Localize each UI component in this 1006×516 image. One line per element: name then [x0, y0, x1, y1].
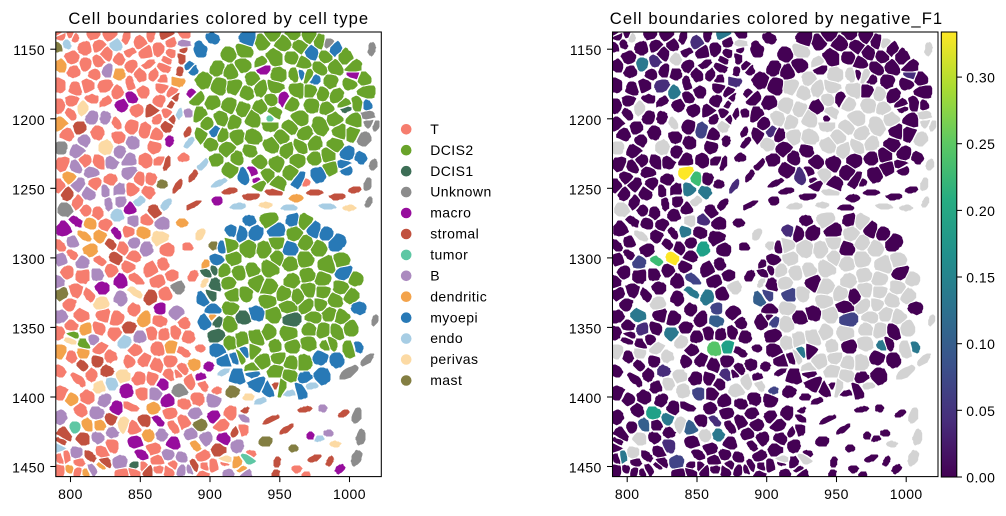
- svg-text:1350: 1350: [12, 320, 45, 336]
- svg-text:1000: 1000: [333, 486, 366, 502]
- svg-text:800: 800: [58, 486, 83, 502]
- svg-text:1250: 1250: [569, 181, 602, 197]
- svg-text:Cell boundaries colored by cel: Cell boundaries colored by cell type: [68, 9, 369, 28]
- svg-text:1150: 1150: [13, 42, 45, 58]
- svg-text:Unknown: Unknown: [430, 184, 492, 200]
- svg-text:1200: 1200: [12, 112, 45, 128]
- svg-text:DCIS2: DCIS2: [430, 142, 473, 158]
- svg-text:myoepi: myoepi: [430, 309, 478, 325]
- svg-text:950: 950: [824, 486, 849, 502]
- svg-text:0.15: 0.15: [966, 270, 995, 286]
- svg-text:endo: endo: [430, 330, 463, 346]
- svg-text:950: 950: [267, 486, 292, 502]
- svg-text:1450: 1450: [569, 460, 602, 476]
- svg-text:1250: 1250: [12, 181, 45, 197]
- svg-text:Cell boundaries colored by neg: Cell boundaries colored by negative_F1: [610, 9, 943, 28]
- svg-text:1350: 1350: [569, 320, 602, 336]
- svg-text:T: T: [430, 121, 439, 137]
- svg-text:stromal: stromal: [430, 226, 479, 242]
- svg-text:900: 900: [754, 486, 779, 502]
- svg-text:mast: mast: [430, 372, 462, 388]
- svg-text:perivas: perivas: [430, 351, 478, 367]
- svg-text:1300: 1300: [569, 251, 602, 267]
- svg-text:dendritic: dendritic: [430, 288, 487, 304]
- svg-text:0.25: 0.25: [966, 136, 995, 152]
- svg-text:1200: 1200: [569, 112, 602, 128]
- svg-text:850: 850: [128, 486, 153, 502]
- svg-text:1300: 1300: [12, 251, 45, 267]
- svg-text:0.05: 0.05: [966, 403, 995, 419]
- svg-text:1150: 1150: [570, 42, 602, 58]
- svg-text:1400: 1400: [569, 390, 602, 406]
- svg-text:B: B: [430, 267, 440, 283]
- svg-text:900: 900: [198, 486, 223, 502]
- svg-text:0.20: 0.20: [966, 203, 995, 219]
- svg-text:1400: 1400: [12, 390, 45, 406]
- svg-text:800: 800: [615, 486, 640, 502]
- svg-text:macro: macro: [430, 205, 471, 221]
- svg-text:1450: 1450: [12, 460, 45, 476]
- svg-text:850: 850: [685, 486, 710, 502]
- svg-text:0.00: 0.00: [966, 470, 995, 486]
- svg-text:0.10: 0.10: [966, 336, 995, 352]
- svg-text:0.30: 0.30: [966, 70, 995, 86]
- svg-text:tumor: tumor: [430, 247, 468, 263]
- svg-text:DCIS1: DCIS1: [430, 163, 473, 179]
- svg-text:1000: 1000: [890, 486, 923, 502]
